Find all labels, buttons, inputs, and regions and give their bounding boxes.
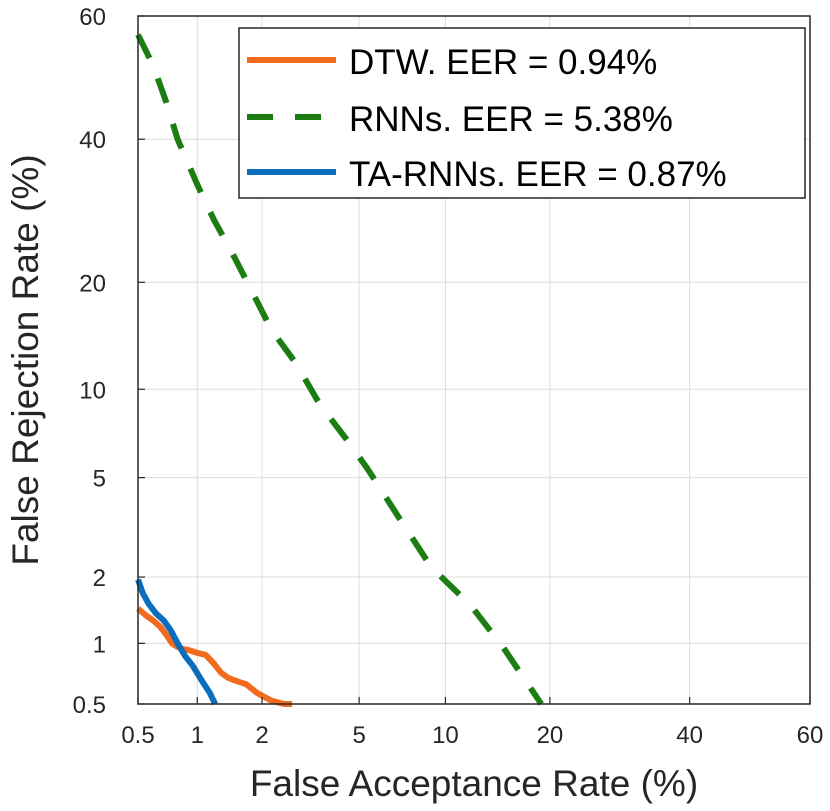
legend-label-ta-rnns: TA-RNNs. EER = 0.87%: [349, 155, 727, 194]
x-tick-label: 10: [432, 722, 459, 749]
legend-label-rnns: RNNs. EER = 5.38%: [349, 100, 673, 139]
plot-frame: [137, 15, 811, 705]
y-tick-label: 40: [79, 127, 106, 154]
curve-ta-rnns: [135, 578, 218, 706]
curve-dtw: [136, 606, 293, 707]
tick-labels: 0.5 1 2 5 10 20 40 60 0.5 1 2 5 10 20 40 60: [73, 4, 824, 749]
y-tick-label: 5: [93, 466, 106, 493]
y-tick-label: 10: [79, 377, 106, 404]
y-tick-label: 20: [79, 270, 106, 297]
x-tick-label: 0.5: [121, 722, 154, 749]
x-axis-label: False Acceptance Rate (%): [250, 763, 698, 804]
legend-label-dtw: DTW. EER = 0.94%: [349, 43, 657, 82]
data-curves: [135, 33, 544, 707]
x-tick-label: 5: [352, 722, 365, 749]
x-tick-label: 40: [676, 722, 703, 749]
y-axis-label: False Rejection Rate (%): [5, 154, 46, 565]
x-tick-label: 1: [191, 722, 204, 749]
y-tick-label: 1: [93, 631, 106, 658]
legend: DTW. EER = 0.94% RNNs. EER = 5.38% TA-RN…: [238, 27, 806, 199]
x-tick-label: 60: [797, 722, 824, 749]
y-tick-label: 0.5: [73, 692, 106, 719]
y-tick-label: 60: [79, 4, 106, 31]
y-tick-label: 2: [93, 565, 106, 592]
curve-rnns: [135, 33, 544, 706]
x-tick-label: 20: [537, 722, 564, 749]
x-tick-label: 2: [255, 722, 268, 749]
